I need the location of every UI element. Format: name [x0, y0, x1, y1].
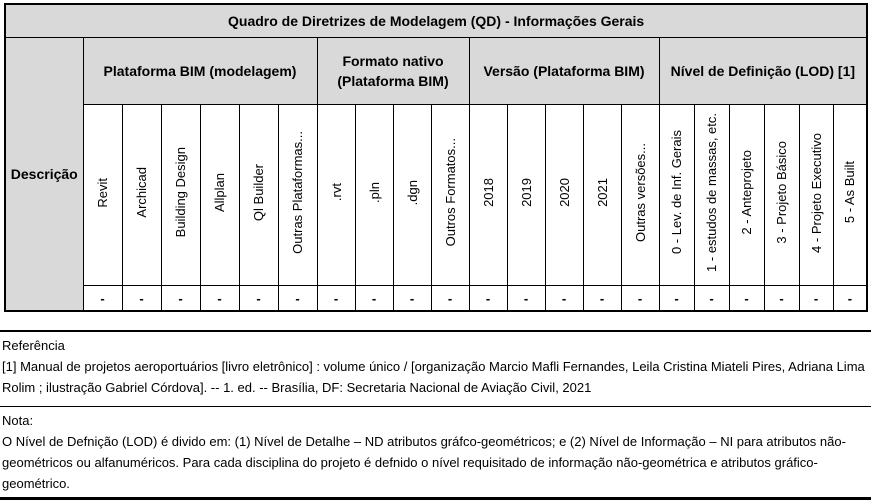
value-cell: -	[121, 285, 162, 312]
col-header-ql-builder: Ql Builder	[238, 104, 279, 286]
col-header-outras-plataformas-label: Outras Plataformas...	[290, 131, 305, 254]
group-header-lod: Nível de Definição (LOD) [1]	[658, 37, 868, 105]
col-header-outras-plataformas: Outras Plataformas...	[277, 104, 318, 286]
value-cell: -	[392, 285, 432, 312]
values-row: - - - - - - - - - - - - - - - - - - - - …	[5, 285, 868, 312]
col-header-rvt-label: .rvt	[328, 183, 344, 202]
col-header-lod-3: 3 - Projeto Básico	[763, 104, 800, 286]
value-cell: -	[277, 285, 318, 312]
col-header-lod-1: 1 - estudos de massas, etc.	[693, 104, 730, 286]
col-header-pln-label: .pln	[366, 182, 382, 203]
note-text: O Nível de Defnição (LOD) é divido em: (…	[2, 434, 846, 491]
value-cell: -	[316, 285, 356, 312]
col-header-2021-label: 2021	[594, 178, 610, 207]
group-header-formato-nativo: Formato nativo (Plataforma BIM)	[316, 37, 470, 105]
col-header-rvt: .rvt	[316, 104, 356, 286]
col-header-2021: 2021	[582, 104, 622, 286]
title-row: Quadro de Diretrizes de Modelagem (QD) -…	[4, 3, 868, 38]
note-section: Nota: O Nível de Defnição (LOD) é divido…	[0, 406, 871, 500]
col-header-lod-0: 0 - Lev. de Inf. Gerais	[658, 104, 695, 286]
note-heading: Nota:	[2, 413, 34, 428]
col-header-pln: .pln	[354, 104, 394, 286]
value-cell: -	[160, 285, 201, 312]
col-header-lod-4-label: 4 - Projeto Executivo	[808, 132, 824, 253]
col-header-outros-formatos: Outros Formatos...	[430, 104, 470, 286]
col-header-archicad: Archicad	[121, 104, 162, 286]
row-header-descricao: Descrição	[4, 37, 84, 312]
value-cell: -	[693, 285, 730, 312]
value-cell: -	[354, 285, 394, 312]
col-header-dgn: .dgn	[392, 104, 432, 286]
col-header-outros-formatos-label: Outros Formatos...	[442, 138, 458, 247]
group-header-versao: Versão (Plataforma BIM)	[468, 37, 660, 105]
rotated-header-row: Revit Archicad Building Design Allplan Q…	[5, 104, 868, 286]
col-header-revit-label: Revit	[95, 177, 110, 208]
col-header-dgn-label: .dgn	[404, 179, 420, 206]
col-header-outras-versoes: Outras versões...	[620, 104, 660, 286]
value-cell: -	[544, 285, 584, 312]
col-header-2020-label: 2020	[556, 178, 572, 207]
value-cell: -	[832, 285, 868, 312]
col-header-outras-versoes-label: Outras versões...	[632, 143, 648, 242]
col-header-2018: 2018	[468, 104, 508, 286]
col-header-building-design-label: Building Design	[173, 147, 188, 238]
reference-text: [1] Manual de projetos aeroportuários [l…	[2, 359, 865, 395]
value-cell: -	[582, 285, 622, 312]
col-header-allplan-label: Allplan	[212, 172, 227, 213]
col-header-ql-builder-label: Ql Builder	[251, 163, 266, 222]
table-title: Quadro de Diretrizes de Modelagem (QD) -…	[4, 3, 868, 38]
col-header-lod-1-label: 1 - estudos de massas, etc.	[704, 113, 719, 272]
col-header-lod-2-label: 2 - Anteprojeto	[739, 150, 754, 235]
col-header-building-design: Building Design	[160, 104, 201, 286]
col-header-lod-0-label: 0 - Lev. de Inf. Gerais	[669, 130, 684, 255]
value-cell: -	[763, 285, 800, 312]
reference-section: Referência [1] Manual de projetos aeropo…	[0, 330, 871, 406]
value-cell: -	[430, 285, 470, 312]
reference-heading: Referência	[2, 338, 65, 353]
col-header-2020: 2020	[544, 104, 584, 286]
col-header-allplan: Allplan	[199, 104, 240, 286]
value-cell: -	[238, 285, 279, 312]
col-header-lod-2: 2 - Anteprojeto	[728, 104, 765, 286]
col-header-revit: Revit	[82, 104, 123, 286]
col-header-2019-label: 2019	[518, 178, 534, 207]
value-cell: -	[620, 285, 660, 312]
document-page: Quadro de Diretrizes de Modelagem (QD) -…	[0, 3, 871, 503]
group-header-row: Descrição Plataforma BIM (modelagem) For…	[4, 37, 868, 312]
qd-table: Quadro de Diretrizes de Modelagem (QD) -…	[4, 3, 869, 312]
col-header-2018-label: 2018	[480, 178, 496, 207]
value-cell: -	[798, 285, 834, 312]
col-header-2019: 2019	[506, 104, 546, 286]
col-header-lod-5-label: 5 - As Built	[842, 161, 858, 224]
value-cell: -	[728, 285, 765, 312]
col-header-archicad-label: Archicad	[134, 167, 149, 218]
group-header-plataforma-bim: Plataforma BIM (modelagem)	[82, 37, 318, 105]
value-cell: -	[199, 285, 240, 312]
value-cell: -	[506, 285, 546, 312]
value-cell: -	[82, 285, 123, 312]
col-header-lod-4: 4 - Projeto Executivo	[798, 104, 834, 286]
col-header-lod-5: 5 - As Built	[832, 104, 868, 286]
col-header-lod-3-label: 3 - Projeto Básico	[774, 141, 789, 244]
value-cell: -	[468, 285, 508, 312]
value-cell: -	[658, 285, 695, 312]
